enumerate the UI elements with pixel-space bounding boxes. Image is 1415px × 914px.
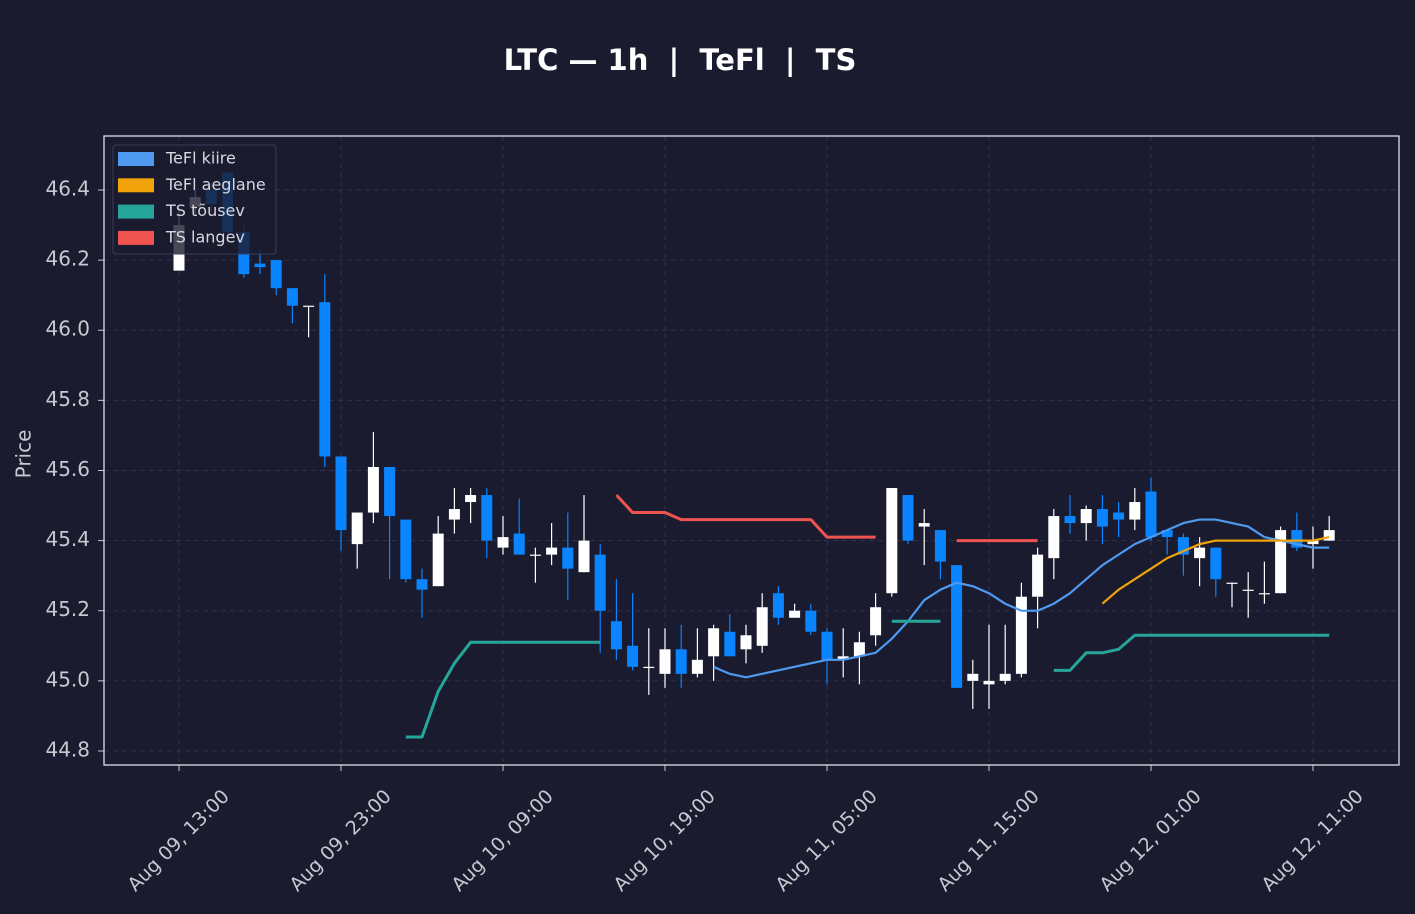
- candle-body: [481, 495, 493, 541]
- candle-body: [432, 533, 444, 587]
- legend-label: TeFl aeglane: [165, 175, 266, 194]
- y-tick-label: 44.8: [45, 737, 90, 761]
- candle-body: [724, 631, 736, 657]
- y-tick-label: 46.2: [45, 247, 90, 271]
- chart-title: LTC — 1h | TeFl | TS: [504, 43, 857, 77]
- candle-body: [1194, 547, 1206, 559]
- candle-body: [303, 305, 315, 307]
- candle-body: [870, 607, 882, 636]
- y-tick-label: 45.0: [45, 667, 90, 691]
- candle-body: [999, 673, 1011, 681]
- candle-body: [902, 495, 914, 541]
- candle-body: [967, 673, 979, 681]
- candle-body: [400, 519, 412, 580]
- legend-swatch: [118, 152, 154, 166]
- candle-body: [983, 680, 995, 685]
- candle-body: [1291, 530, 1303, 548]
- candle-body: [934, 530, 946, 562]
- candle-body: [1032, 554, 1044, 597]
- indicator-line: [615, 494, 1038, 543]
- candle-body: [1258, 593, 1270, 595]
- candle-body: [610, 621, 622, 650]
- candle-body: [1015, 596, 1027, 674]
- y-tick-label: 46.0: [45, 317, 90, 341]
- candle-body: [1177, 537, 1189, 555]
- candle-body: [853, 642, 865, 657]
- candle-body: [513, 533, 525, 555]
- candle-body: [1080, 509, 1092, 524]
- candle-body: [448, 509, 460, 520]
- candle-body: [1210, 547, 1222, 580]
- candle-body: [659, 649, 671, 674]
- candle-body: [1145, 491, 1157, 538]
- y-axis-label: Price: [12, 430, 36, 479]
- candle-body: [1129, 502, 1141, 520]
- candle-body: [643, 666, 655, 669]
- legend-label: TS langev: [165, 227, 245, 246]
- y-tick-label: 45.2: [45, 597, 90, 621]
- candle-body: [594, 554, 606, 611]
- candle-body: [497, 537, 509, 548]
- candle-body: [1323, 530, 1335, 541]
- candle-body: [675, 649, 687, 674]
- candle-body: [1242, 589, 1254, 591]
- candle-body: [756, 607, 768, 646]
- candle-body: [1048, 516, 1060, 559]
- y-tick-label: 45.6: [45, 457, 90, 481]
- legend-swatch: [118, 204, 154, 219]
- candle-body: [708, 628, 720, 657]
- legend-label: TeFl kiire: [165, 149, 236, 168]
- candle-body: [335, 456, 347, 531]
- candle-body: [1113, 512, 1125, 520]
- candle-body: [918, 523, 930, 527]
- candle-body: [270, 260, 282, 289]
- y-tick-label: 46.4: [45, 176, 90, 200]
- candle-body: [384, 466, 396, 517]
- candle-body: [691, 659, 703, 674]
- candle-body: [805, 610, 817, 632]
- candle-body: [837, 656, 849, 660]
- candle-body: [772, 593, 784, 618]
- candle-body: [1064, 516, 1076, 524]
- candle-body: [562, 547, 574, 569]
- indicator-line: [1101, 536, 1330, 605]
- y-tick-label: 45.8: [45, 387, 90, 411]
- indicator-line: [405, 619, 1330, 739]
- candle-body: [627, 645, 639, 667]
- legend-swatch: [118, 230, 154, 245]
- y-tick-label: 45.4: [45, 527, 90, 551]
- candle-body: [1275, 530, 1287, 594]
- candle-body: [529, 554, 541, 556]
- candle-body: [1307, 540, 1319, 545]
- candle-body: [1096, 509, 1108, 527]
- candle-body: [578, 540, 590, 573]
- candle-body: [254, 263, 266, 268]
- candle-body: [465, 495, 477, 503]
- legend-swatch: [118, 178, 154, 193]
- candle-body: [821, 631, 833, 660]
- candle-body: [546, 547, 558, 555]
- candle-body: [286, 288, 298, 306]
- candle-body: [1226, 582, 1238, 584]
- legend-box: [112, 144, 277, 255]
- candle-body: [351, 512, 363, 545]
- plot-frame: [103, 135, 1400, 766]
- candle-body: [416, 579, 428, 590]
- candle-body: [740, 635, 752, 650]
- legend-label: TS tõusev: [165, 201, 245, 220]
- indicator-line: [713, 518, 1330, 679]
- candle-body: [951, 565, 963, 688]
- candle-body: [789, 610, 801, 618]
- candle-body: [1161, 530, 1173, 538]
- candle-body: [886, 488, 898, 594]
- candle-body: [367, 466, 379, 513]
- candle-body: [319, 302, 331, 457]
